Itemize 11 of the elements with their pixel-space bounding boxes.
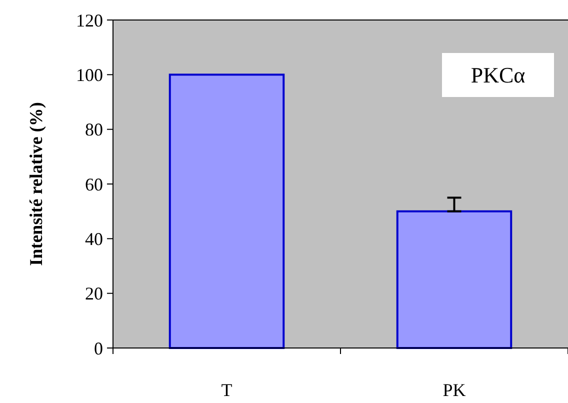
y-tick-label: 0 [94, 338, 103, 358]
y-tick-label: 20 [85, 284, 103, 304]
x-tick-label: T [221, 380, 232, 400]
y-tick-label: 100 [76, 64, 103, 85]
y-tick-label: 80 [85, 120, 103, 140]
y-axis-title: Intensité relative (%) [26, 102, 46, 266]
y-tick-label: 120 [76, 10, 103, 30]
y-tick-label: 60 [85, 174, 103, 194]
x-tick-label: PK [442, 380, 466, 400]
y-tick-label: 40 [85, 228, 103, 249]
annotation: PKCα [470, 62, 526, 88]
